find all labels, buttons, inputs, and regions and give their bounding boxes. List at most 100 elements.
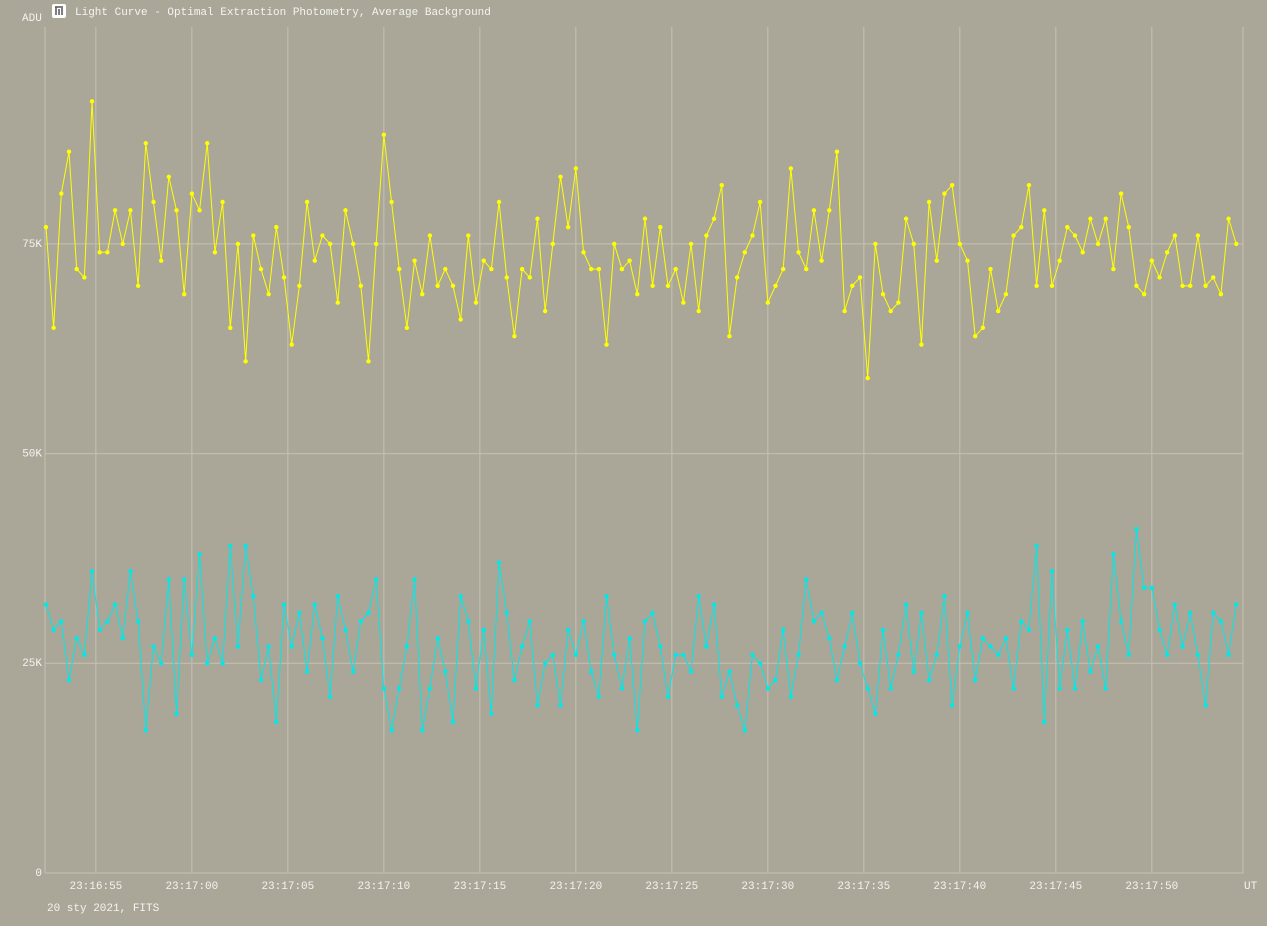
data-point	[450, 283, 456, 289]
data-point	[151, 644, 156, 649]
y-tick-label: 75K	[22, 239, 42, 251]
data-point	[757, 661, 763, 666]
data-point	[243, 359, 248, 364]
x-tick-label: 23:17:50	[1125, 881, 1178, 893]
data-point	[896, 300, 901, 305]
data-point	[957, 241, 963, 247]
data-point	[358, 283, 364, 289]
data-point	[673, 266, 678, 272]
x-tick-label: 23:17:00	[165, 881, 218, 893]
x-axis-label: UT	[1244, 881, 1258, 893]
data-point	[811, 208, 817, 213]
data-point	[1226, 216, 1231, 221]
data-point	[942, 191, 947, 196]
data-point	[120, 241, 125, 247]
data-point	[896, 652, 901, 658]
data-point	[289, 342, 294, 347]
data-point	[420, 728, 425, 733]
data-point	[704, 644, 709, 649]
data-point	[1042, 208, 1047, 213]
data-point	[1188, 610, 1193, 616]
chart-title: Light Curve - Optimal Extraction Photome…	[75, 7, 491, 19]
data-point	[59, 619, 64, 624]
data-point	[788, 166, 794, 171]
data-point	[1072, 686, 1078, 691]
data-point	[212, 635, 218, 641]
data-point	[857, 275, 863, 280]
data-point	[1088, 669, 1093, 674]
data-point	[82, 652, 87, 658]
data-point	[604, 342, 609, 347]
data-point	[934, 258, 939, 263]
data-point	[596, 266, 602, 272]
data-point	[1111, 266, 1116, 272]
data-point	[420, 292, 425, 297]
data-point	[527, 619, 532, 624]
data-point	[1134, 526, 1139, 532]
data-point	[650, 283, 655, 289]
data-point	[635, 292, 640, 297]
data-point	[796, 652, 801, 658]
data-point	[312, 258, 317, 263]
y-tick-label: 50K	[22, 449, 42, 461]
data-point	[658, 644, 663, 649]
data-point	[135, 283, 141, 289]
data-point	[589, 669, 594, 674]
data-point	[527, 275, 532, 280]
data-point	[589, 266, 594, 272]
data-point	[304, 669, 310, 674]
data-point	[980, 635, 986, 641]
data-point	[780, 627, 786, 632]
series-line	[45, 101, 1237, 379]
data-point	[174, 208, 179, 213]
data-point	[381, 686, 387, 691]
data-point	[66, 149, 72, 154]
data-point	[228, 325, 233, 330]
data-point	[281, 602, 287, 607]
data-point	[427, 233, 433, 238]
data-point	[1042, 719, 1047, 725]
data-point	[827, 208, 832, 213]
data-point	[343, 627, 348, 632]
data-point	[1234, 602, 1239, 607]
data-point	[1088, 216, 1093, 221]
data-point	[596, 694, 602, 700]
data-point	[1003, 635, 1009, 641]
data-point	[888, 686, 893, 691]
data-point	[335, 594, 340, 599]
data-point	[903, 216, 909, 221]
data-point	[919, 610, 924, 616]
data-point	[842, 644, 847, 649]
data-point	[1049, 283, 1055, 289]
data-point	[1057, 258, 1062, 263]
data-point	[189, 191, 195, 196]
data-point	[765, 300, 771, 305]
data-point	[1095, 644, 1101, 649]
data-point	[604, 594, 609, 599]
data-point	[1134, 283, 1139, 289]
data-point	[819, 610, 824, 616]
data-point	[1141, 292, 1147, 297]
data-point	[320, 233, 325, 238]
data-point	[1011, 686, 1016, 691]
data-point	[435, 635, 440, 641]
data-point	[911, 669, 916, 674]
data-point	[59, 191, 64, 196]
data-point	[135, 619, 141, 624]
data-point	[381, 132, 387, 138]
data-point	[1111, 552, 1116, 557]
data-point	[573, 652, 579, 658]
data-point	[512, 333, 517, 339]
data-point	[1172, 233, 1178, 238]
data-point	[1057, 686, 1062, 691]
data-point	[688, 241, 694, 247]
data-point	[565, 224, 571, 230]
data-point	[389, 728, 394, 733]
data-point	[1126, 652, 1131, 658]
data-point	[373, 241, 379, 247]
data-point	[696, 308, 701, 314]
data-point	[965, 258, 970, 263]
data-point	[1172, 602, 1178, 607]
data-point	[880, 627, 886, 632]
data-point	[857, 661, 863, 666]
